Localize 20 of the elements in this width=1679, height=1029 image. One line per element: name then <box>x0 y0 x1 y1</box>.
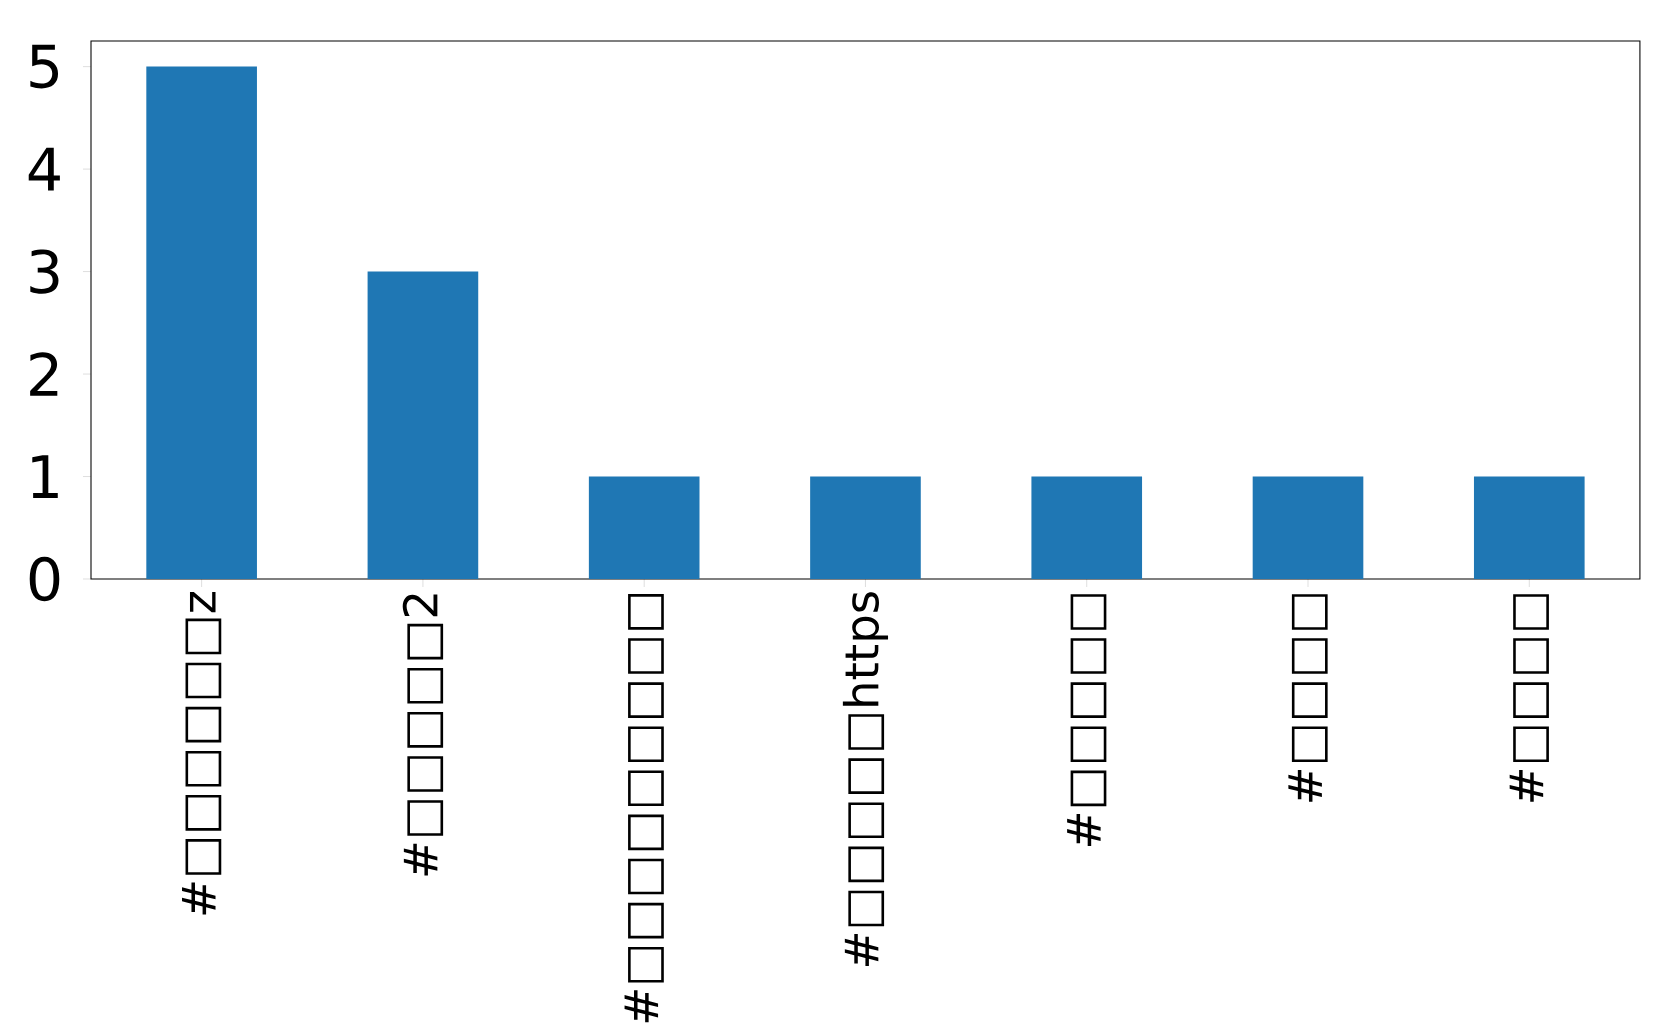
x-tick-label: #□□□□ <box>1509 594 1549 802</box>
bar <box>588 476 700 579</box>
bar <box>367 271 479 579</box>
x-tick-label: #□□□□□2 <box>402 594 444 876</box>
bar <box>810 476 921 579</box>
x-tick-label: #□□□□□□z <box>182 591 222 915</box>
bar <box>146 66 257 579</box>
y-tick-label: 3 <box>30 249 59 294</box>
bar <box>1473 476 1585 579</box>
x-tick-label: #□□□□ <box>1288 594 1328 802</box>
x-tick-label: #□□□□□ <box>1067 594 1107 846</box>
bar <box>1031 476 1143 579</box>
y-tick-label: 1 <box>32 455 58 498</box>
y-tick-label: 4 <box>28 147 60 191</box>
y-tick-label: 5 <box>30 44 59 89</box>
y-tick-label: 0 <box>29 556 60 602</box>
x-tick-label: #□□□□□□□□□ <box>624 594 664 1023</box>
bar <box>1252 476 1364 579</box>
x-tick-label: #□□□□□https <box>842 592 889 967</box>
y-tick-label: 2 <box>30 352 58 396</box>
